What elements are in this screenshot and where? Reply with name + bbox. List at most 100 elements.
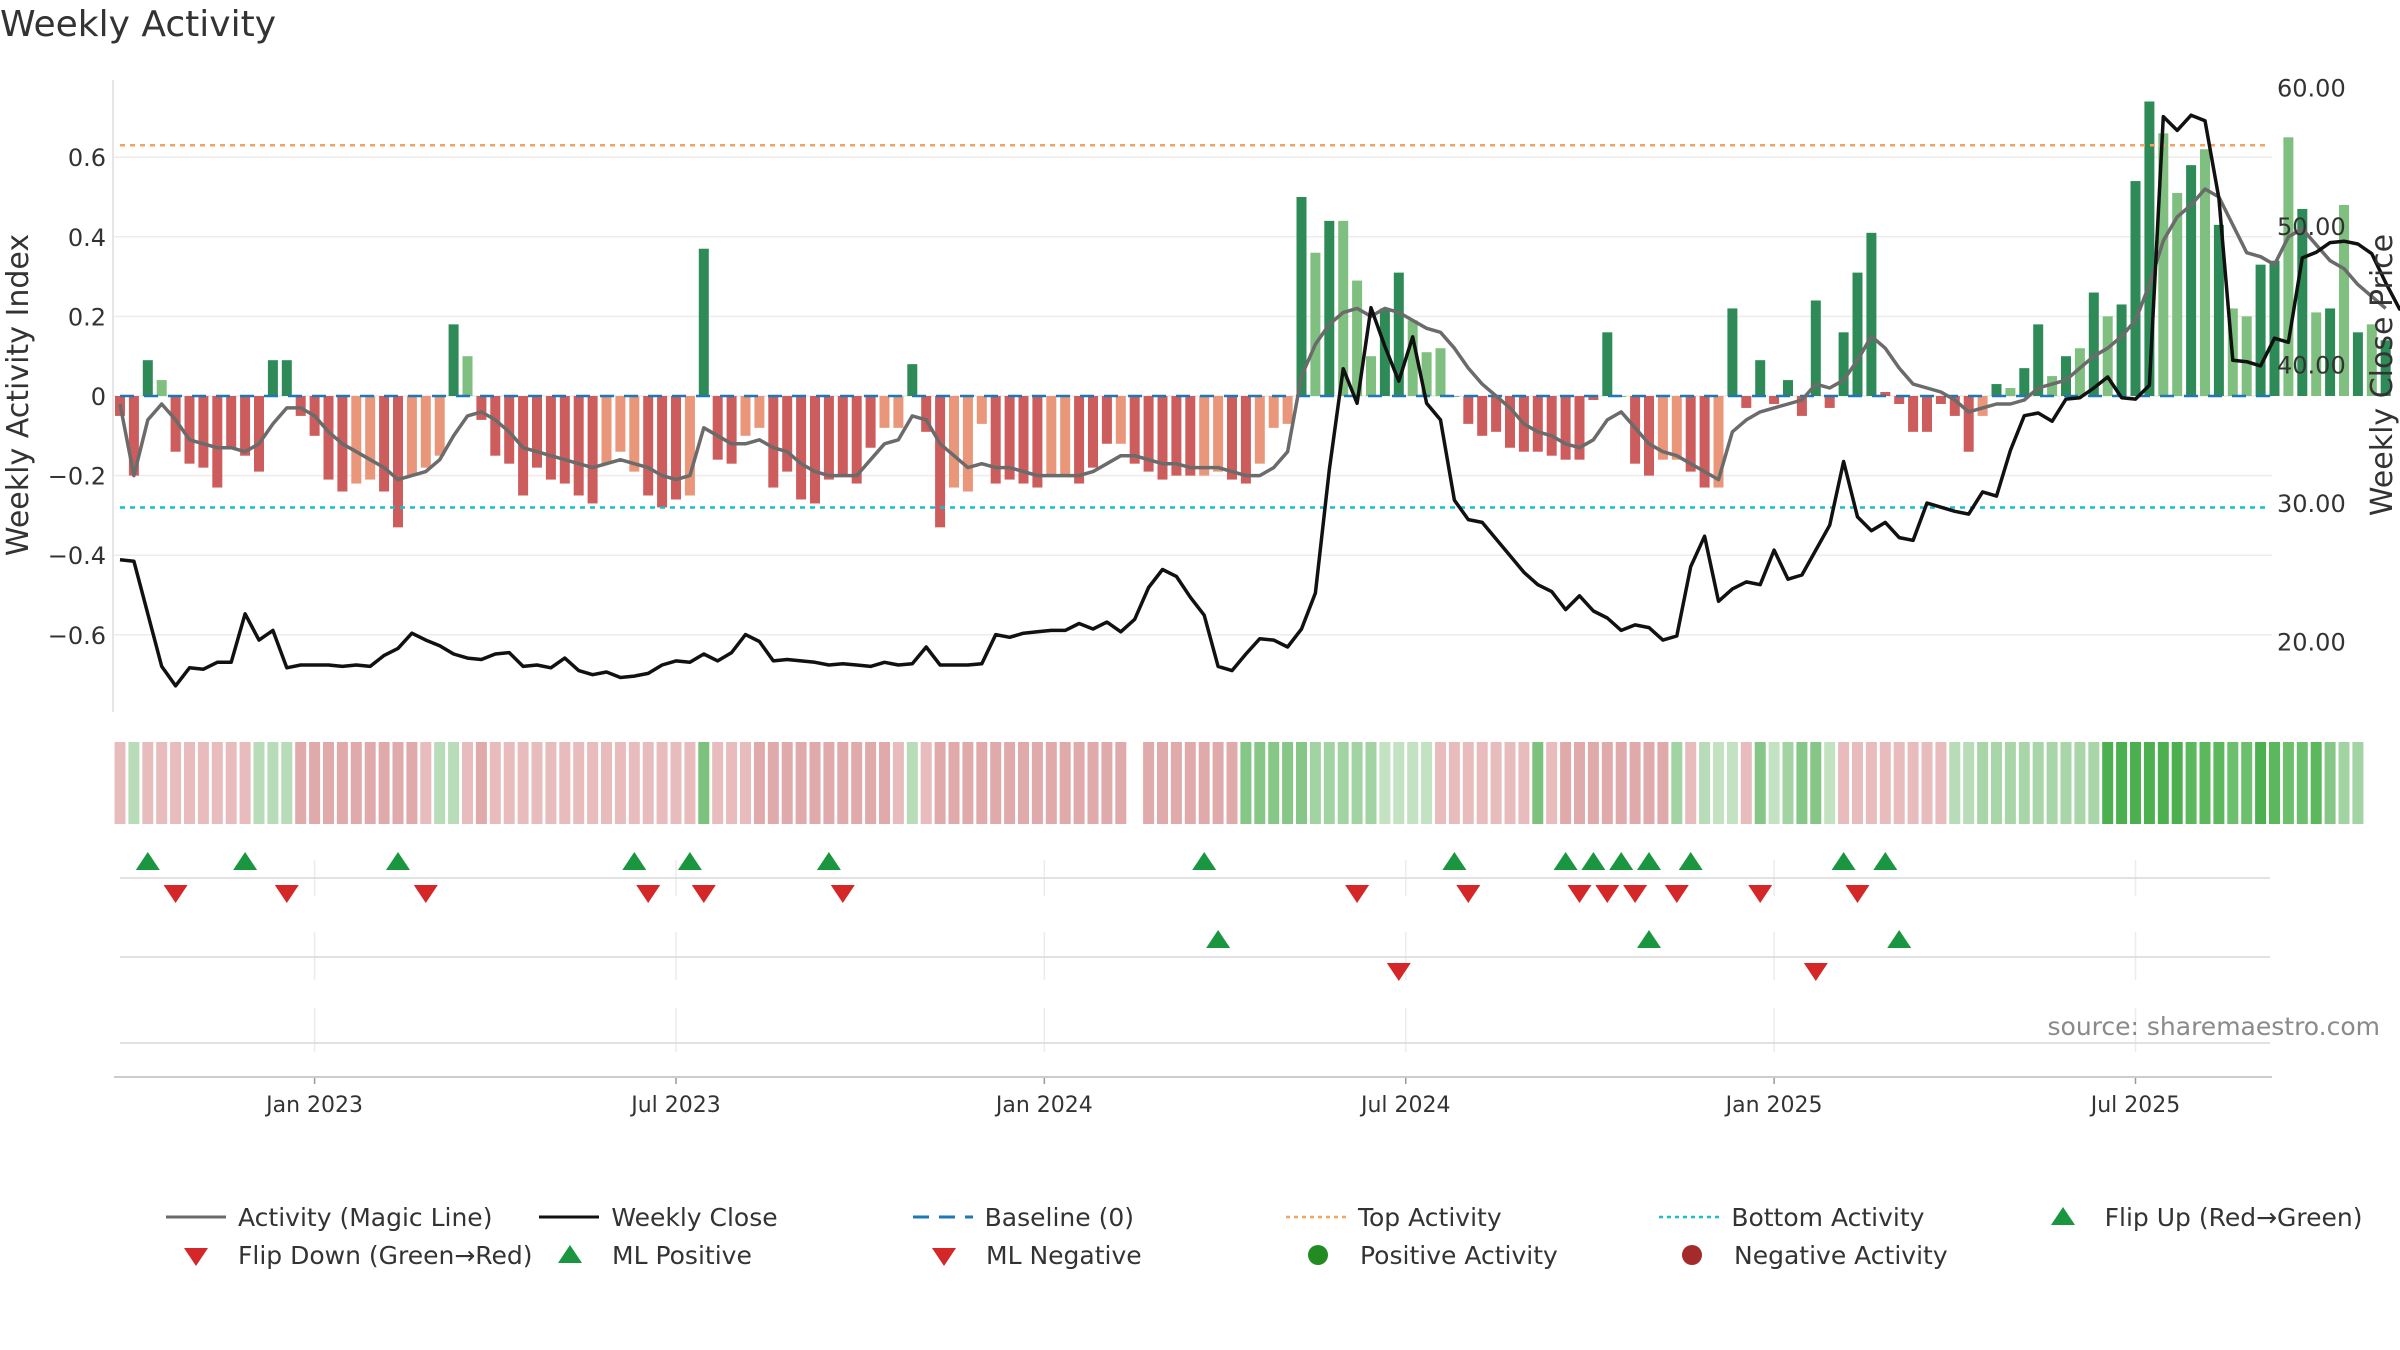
activity-bar (170, 396, 181, 452)
activity-bar (226, 396, 237, 448)
strip-cell (1657, 742, 1669, 824)
strip-cell (1018, 742, 1029, 824)
strip-cell (1421, 742, 1433, 824)
activity-bar (1657, 396, 1668, 460)
y2-tick-label: 60.00 (2277, 75, 2346, 103)
strip-cell (1629, 742, 1641, 824)
strip-cell (1643, 742, 1655, 824)
legend-label-flip-up: Flip Up (Red→Green) (2104, 1202, 2363, 1232)
activity-bar (2005, 388, 2016, 396)
activity-bar (128, 396, 139, 476)
strip-cell (1462, 742, 1474, 824)
strip-cell (281, 742, 293, 824)
activity-bar (420, 396, 431, 468)
activity-bar (2033, 324, 2044, 396)
legend-label-ml-positive: ML Positive (612, 1240, 752, 1270)
activity-bar (1032, 396, 1043, 488)
strip-cell (1073, 742, 1085, 824)
strip-cell (1337, 742, 1349, 824)
strip-cell (1726, 742, 1738, 824)
strip-cell (184, 742, 195, 824)
strip-cell (906, 742, 918, 824)
strip-cell (1782, 742, 1794, 824)
strip-cell (1476, 742, 1488, 824)
activity-bar (365, 396, 376, 480)
flip-down-marker (1845, 885, 1870, 903)
activity-bar (2339, 204, 2349, 396)
strip-cell (2116, 742, 2128, 824)
strip-cell (1532, 742, 1544, 824)
activity-bar (1588, 396, 1599, 400)
activity-bar (990, 396, 1001, 484)
y2-tick-label: 50.00 (2277, 213, 2346, 241)
activity-bar (768, 396, 779, 488)
flip-up-marker (1678, 852, 1703, 870)
strip-cell (1504, 742, 1516, 824)
flip-down-marker (830, 885, 855, 903)
activity-bar (1074, 396, 1085, 484)
strip-cell (726, 742, 738, 824)
strip-cell (1824, 742, 1836, 824)
strip-cell (406, 742, 418, 824)
strip-cell (712, 742, 724, 824)
strip-cell (2185, 742, 2197, 824)
activity-bar (1185, 396, 1196, 476)
strip-cell (656, 742, 668, 824)
strip-cell (2282, 742, 2294, 824)
strip-cell (684, 742, 696, 824)
activity-bar (851, 396, 862, 484)
activity-bar (1713, 396, 1724, 488)
strip-cell (1435, 742, 1446, 824)
strip-cell (976, 742, 988, 824)
strip-cell (1268, 742, 1280, 824)
legend-label-negative-activity: Negative Activity (1734, 1240, 1948, 1270)
activity-bar (1018, 396, 1029, 484)
strip-cell (920, 742, 932, 824)
activity-bar (684, 396, 695, 496)
activity-bar (1755, 360, 1766, 396)
strip-cell (239, 742, 251, 824)
strip-cell (2032, 742, 2044, 824)
strip-cell (475, 742, 487, 824)
strip-cell (1838, 742, 1850, 824)
strip-cell (1323, 742, 1335, 824)
activity-bar (1477, 396, 1488, 436)
strip-cell (1907, 742, 1919, 824)
strip-cell (1601, 742, 1613, 824)
activity-bar (2311, 312, 2322, 396)
strip-cell (2102, 742, 2114, 824)
strip-cell (934, 742, 946, 824)
activity-bar (1880, 392, 1891, 396)
legend-label-bottom-activity: Bottom Activity (1731, 1202, 1925, 1232)
flip-up-marker (386, 852, 410, 870)
strip-cell (587, 742, 599, 824)
legend: Activity (Magic Line) Weekly Close Basel… (160, 1198, 2400, 1274)
activity-bar (2172, 193, 2183, 396)
strip-cell (1379, 742, 1391, 824)
strip-cell (1671, 742, 1683, 824)
strip-cell (323, 742, 334, 824)
activity-bar (1685, 396, 1696, 472)
y2-tick-label: 20.00 (2277, 629, 2346, 657)
activity-bar (393, 396, 403, 528)
activity-bar (782, 396, 793, 472)
strip-cell (892, 742, 904, 824)
strip-cell (1810, 742, 1822, 824)
strip-cell (2269, 742, 2280, 824)
activity-bar (1935, 396, 1946, 404)
strip-cell (336, 742, 348, 824)
strip-cell (434, 742, 446, 824)
activity-bar (1908, 396, 1919, 432)
legend-label-ml-negative: ML Negative (986, 1240, 1142, 1270)
legend-item-negative-activity: Negative Activity (1656, 1240, 2030, 1270)
strip-cell (517, 742, 529, 824)
activity-bar (573, 396, 584, 496)
activity-bar (240, 396, 251, 456)
strip-cell (1935, 742, 1947, 824)
strip-cell (2352, 742, 2364, 824)
strip-cell (809, 742, 821, 824)
activity-bar (2144, 101, 2155, 396)
legend-item-flip-up: Flip Up (Red→Green) (2027, 1202, 2400, 1232)
activity-bar (1949, 396, 1960, 416)
y-tick-label: 0.4 (68, 224, 106, 252)
